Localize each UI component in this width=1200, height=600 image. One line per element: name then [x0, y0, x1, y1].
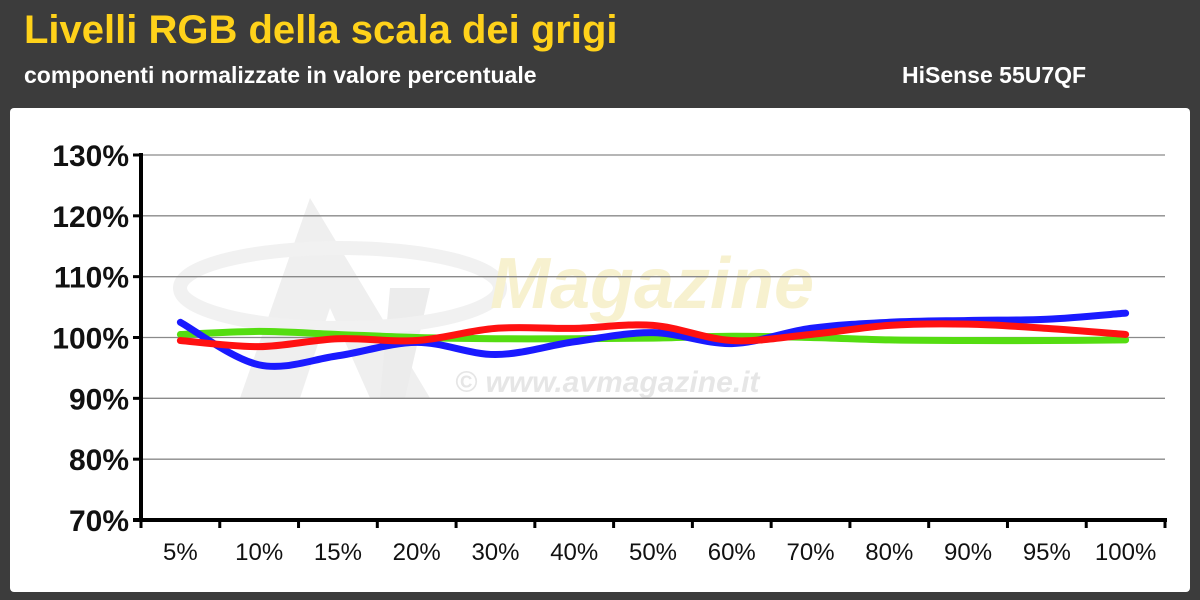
line-chart: Magazine © www.avmagazine.it 70% 80% 90% 10… [52, 140, 1167, 566]
data-point [571, 325, 577, 331]
watermark-logo-icon [173, 198, 507, 398]
data-point [729, 338, 735, 344]
chart-subtitle: componenti normalizzate in valore percen… [24, 62, 537, 88]
y-tick-label: 70% [69, 505, 129, 538]
x-axis-labels: 5% 10% 15% 20% 30% 40% 50% 60% 70% 80% 90% 95% 100% [163, 539, 1156, 566]
y-tick-label: 110% [54, 262, 129, 295]
data-point [1044, 325, 1050, 331]
data-point [808, 331, 814, 337]
data-point [492, 336, 498, 342]
data-point [571, 339, 577, 345]
data-point [335, 336, 341, 342]
data-series [176, 309, 1130, 370]
x-tick-label: 20% [393, 539, 441, 566]
data-point [177, 331, 183, 337]
watermark-brand: Magazine [490, 244, 814, 324]
x-tick-label: 5% [163, 539, 198, 566]
data-point [177, 338, 183, 344]
axes [133, 153, 1167, 528]
data-point [335, 353, 341, 359]
data-point [256, 344, 262, 350]
data-point [650, 330, 656, 336]
x-tick-label: 30% [471, 539, 519, 566]
data-point [808, 325, 814, 331]
data-point [650, 322, 656, 328]
data-point [177, 319, 183, 325]
data-point [1044, 338, 1050, 344]
x-tick-label: 70% [787, 539, 835, 566]
data-point [414, 338, 420, 344]
data-point [492, 325, 498, 331]
y-tick-label: 80% [69, 444, 129, 477]
x-tick-label: 60% [708, 539, 756, 566]
x-tick-label: 95% [1023, 539, 1071, 566]
y-tick-label: 130% [52, 140, 129, 173]
data-point [965, 338, 971, 344]
x-tick-label: 40% [550, 539, 598, 566]
data-point [965, 321, 971, 327]
data-point [1123, 337, 1129, 343]
y-tick-label: 120% [52, 201, 129, 234]
data-point [256, 328, 262, 334]
data-point [1044, 316, 1050, 322]
data-point [886, 337, 892, 343]
x-tick-label: 90% [944, 539, 992, 566]
x-tick-label: 100% [1095, 539, 1156, 566]
x-tick-label: 15% [314, 539, 362, 566]
data-point [256, 362, 262, 368]
data-point [1123, 331, 1129, 337]
x-tick-label: 10% [235, 539, 283, 566]
y-axis-labels: 70% 80% 90% 100% 110% 120% 130% [52, 140, 129, 538]
x-tick-label: 80% [865, 539, 913, 566]
data-point [886, 322, 892, 328]
device-model: HiSense 55U7QF [902, 62, 1087, 88]
data-point [650, 335, 656, 341]
x-tick-label: 50% [629, 539, 677, 566]
y-tick-label: 90% [69, 383, 129, 416]
watermark-url: © www.avmagazine.it [455, 366, 761, 399]
data-point [492, 352, 498, 358]
plot-panel: Magazine © www.avmagazine.it 70% 80% 90% 10… [10, 108, 1190, 592]
data-point [1123, 310, 1129, 316]
chart-title: Livelli RGB della scala dei grigi [24, 8, 618, 52]
y-tick-label: 100% [52, 323, 129, 356]
